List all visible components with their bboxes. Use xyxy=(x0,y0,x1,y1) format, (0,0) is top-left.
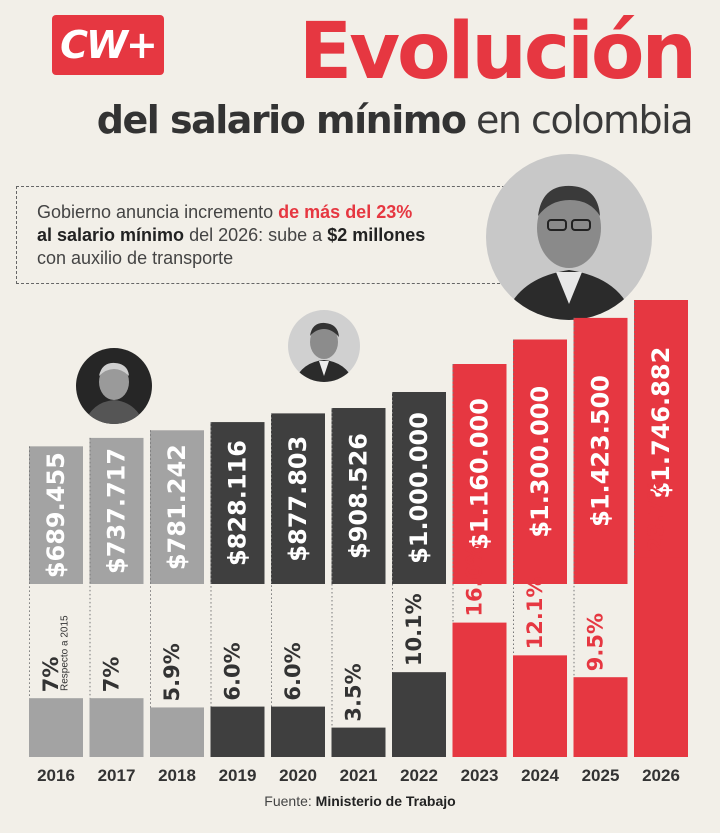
pct-bar-2016 xyxy=(29,698,83,757)
year-label-2019: 2019 xyxy=(219,766,257,785)
salary-bar-2026 xyxy=(634,300,688,584)
year-label-2022: 2022 xyxy=(400,766,438,785)
portrait-president-2019 xyxy=(288,310,360,382)
pct-bar-2025 xyxy=(573,677,628,757)
pct-label-2020: 6.0% xyxy=(281,642,305,700)
pct-label-2025: 9.5% xyxy=(584,613,608,671)
salary-bar-2017 xyxy=(89,437,144,584)
pct-label-2021: 3.5% xyxy=(342,663,366,721)
cw-logo: CW+ xyxy=(52,15,164,75)
salary-label-2021: $908.526 xyxy=(345,433,373,559)
callout-text-3: con auxilio de transporte xyxy=(37,248,234,268)
salary-label-2020: $877.803 xyxy=(284,436,312,562)
pct-bar-2022 xyxy=(392,672,446,757)
source-note: Fuente: Ministerio de Trabajo xyxy=(0,793,720,809)
logo-text: CW+ xyxy=(60,23,158,67)
salary-bar-2016 xyxy=(29,446,83,584)
pct-label-2023: 16.0% xyxy=(463,544,487,617)
year-label-2023: 2023 xyxy=(461,766,499,785)
year-label-2020: 2020 xyxy=(279,766,317,785)
pct-bar-2017 xyxy=(89,698,144,757)
salary-bar-2018 xyxy=(150,430,204,584)
source-label: Fuente: xyxy=(264,793,316,809)
pct-label-2017: 7% xyxy=(100,657,124,693)
salary-label-2018: $781.242 xyxy=(163,444,191,570)
callout-text-2: del 2026: sube a xyxy=(184,225,328,245)
pct-label-2022: 10.1% xyxy=(402,593,426,666)
year-label-2016: 2016 xyxy=(37,766,75,785)
pct-bar-2024 xyxy=(513,655,567,757)
salary-bar-2020 xyxy=(271,413,325,584)
salary-bar-2021 xyxy=(331,408,386,584)
salary-label-2026: $1.746.882 xyxy=(647,347,675,499)
portrait-president-2016 xyxy=(76,348,152,424)
subtitle-light: en colombia xyxy=(465,98,693,142)
year-label-2017: 2017 xyxy=(98,766,136,785)
salary-bar-2019 xyxy=(210,422,265,584)
subtitle-bold: del salario mínimo xyxy=(96,98,467,142)
pct-bar-2018 xyxy=(150,707,204,757)
page-title: Evolución xyxy=(298,7,697,97)
pct-label-2018: 5.9% xyxy=(160,643,184,701)
salary-bar-2023 xyxy=(452,364,507,584)
year-label-2018: 2018 xyxy=(158,766,196,785)
page-subtitle: del salario mínimo en colombia xyxy=(96,98,694,142)
pct-bar-2021 xyxy=(331,727,386,757)
salary-label-2024: $1.300.000 xyxy=(526,386,554,538)
salary-chart: $689.455 7% 2016 $737.717 7% 2017 $781.242 5.9%… xyxy=(29,300,688,785)
year-label-2025: 2025 xyxy=(582,766,620,785)
salary-label-2019: $828.116 xyxy=(224,440,252,566)
year-label-2026: 2026 xyxy=(642,766,680,785)
year-label-2021: 2021 xyxy=(340,766,378,785)
pct-bar-2026 xyxy=(634,557,688,757)
announcement-callout: Gobierno anuncia incremento de más del 2… xyxy=(16,186,510,284)
pct-label-2026: 23.7% xyxy=(644,479,668,552)
pct-bar-2019 xyxy=(210,706,265,757)
callout-text-1: Gobierno anuncia incremento xyxy=(37,202,279,222)
salary-bar-2024 xyxy=(513,339,567,584)
salary-label-2025: $1.423.500 xyxy=(587,375,615,527)
pct-label-2024: 12.1% xyxy=(523,577,547,650)
salary-bar-2025 xyxy=(573,317,628,584)
year-label-2024: 2024 xyxy=(521,766,559,785)
salary-label-2023: $1.160.000 xyxy=(466,398,494,550)
pct-label-2016: 7% xyxy=(39,657,63,693)
callout-text-salario: al salario mínimo xyxy=(37,225,185,245)
callout-highlight-amount: $2 millones xyxy=(327,225,426,245)
portrait-president-2026 xyxy=(486,154,652,320)
salary-label-2022: $1.000.000 xyxy=(405,412,433,564)
source-name: Ministerio de Trabajo xyxy=(315,793,456,809)
pct-bar-2020 xyxy=(271,706,325,757)
pct-bar-2023 xyxy=(452,622,507,757)
salary-bar-2022 xyxy=(392,392,446,584)
annotation-respecto-2015: Respecto a 2015 xyxy=(60,615,71,691)
callout-highlight-percent: de más del 23% xyxy=(278,202,413,222)
salary-label-2016: $689.455 xyxy=(42,452,70,578)
pct-label-2019: 6.0% xyxy=(221,642,245,700)
salary-label-2017: $737.717 xyxy=(103,448,131,574)
